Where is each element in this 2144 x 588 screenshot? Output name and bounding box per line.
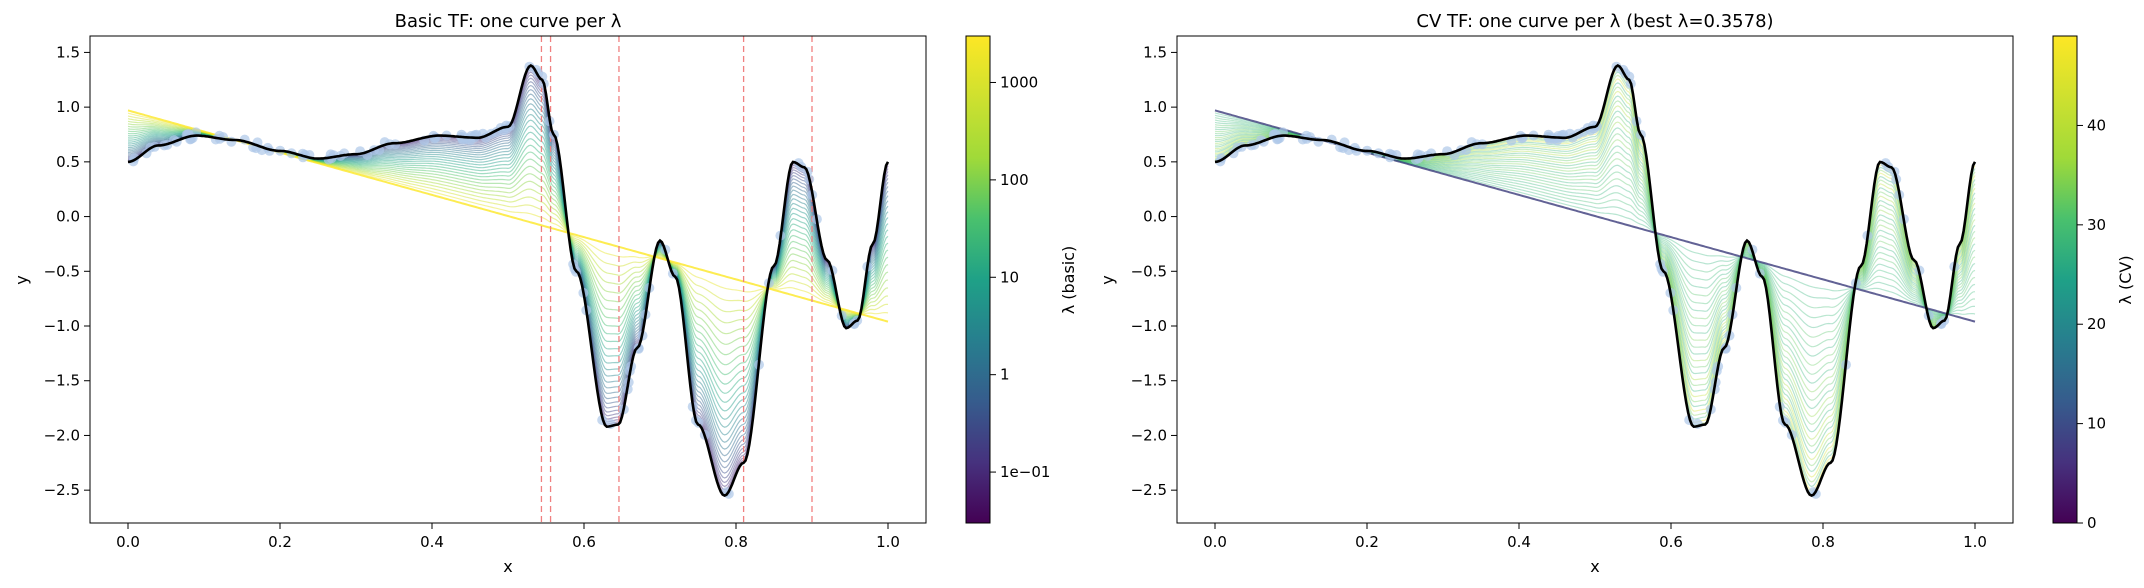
colorbar-tick-label: 20 [2087, 315, 2106, 333]
lambda-curve [1214, 131, 1976, 393]
lambda-curve [1214, 124, 1976, 338]
y-axis: 1.5 1.0 0.5 0.0 −0.5 −1.0 −1.5 −2.0 −2.5 [44, 43, 90, 499]
y-tick-label: −2.0 [1131, 426, 1167, 444]
x-axis: 0.0 0.2 0.4 0.6 0.8 1.0 [116, 523, 900, 551]
y-tick-label: 0.5 [56, 153, 80, 171]
x-tick-label: 0.0 [1203, 533, 1227, 551]
colorbar-tick-label: 1 [1000, 366, 1010, 384]
colorbar-ticks: 0 10 20 30 40 [2077, 116, 2106, 532]
y-tick-label: 1.0 [56, 98, 80, 116]
axes-frame [89, 35, 927, 524]
lambda-curve [127, 127, 889, 356]
x-tick-label: 0.6 [572, 533, 596, 551]
lambda-curve [127, 131, 889, 394]
y-tick-label: −2.5 [44, 481, 80, 499]
y-tick-label: 1.0 [1143, 98, 1167, 116]
best-fit-line [1214, 63, 1977, 498]
colorbar-tick-label: 10 [1000, 268, 1019, 286]
colorbar-gradient [2052, 35, 2078, 524]
y-tick-label: 0.0 [56, 208, 80, 226]
y-tick-label: −1.0 [44, 317, 80, 335]
y-axis-label: y [1098, 275, 1117, 284]
y-tick-label: −2.0 [44, 426, 80, 444]
colorbar-ticks: 1e−01 1 10 100 1000 [990, 73, 1050, 481]
colorbar-tick-label: 10 [2087, 415, 2106, 433]
x-tick-label: 0.4 [420, 533, 444, 551]
data-point [1517, 132, 1528, 143]
lambda-curve [1214, 126, 1976, 348]
colorbar-tick-label: 100 [1000, 171, 1029, 189]
lambda-curve [1214, 129, 1976, 375]
y-axis-label: y [12, 275, 31, 284]
y-tick-label: 0.5 [1143, 153, 1167, 171]
chart-title: CV TF: one curve per λ (best λ=0.3578) [1416, 11, 1773, 32]
y-tick-label: −2.5 [1131, 481, 1167, 499]
plot-area [1214, 61, 1977, 499]
y-tick-label: 1.5 [1143, 43, 1167, 61]
y-tick-label: −0.5 [44, 262, 80, 280]
colorbar-label: λ (CV) [2116, 255, 2135, 304]
best-fit-curve [1214, 63, 1977, 498]
colorbar-tick-label: 0 [2087, 514, 2097, 532]
x-tick-label: 0.8 [724, 533, 748, 551]
y-tick-label: 1.5 [56, 43, 80, 61]
x-tick-label: 0.4 [1507, 533, 1531, 551]
x-tick-label: 0.0 [116, 533, 140, 551]
best-fit-curve [127, 63, 890, 498]
colorbar-tick-label: 30 [2087, 216, 2106, 234]
data-point [430, 132, 441, 143]
panel-cv: CV TF: one curve per λ (best λ=0.3578) 0… [1098, 11, 2135, 576]
colorbar-tick-label: 1000 [1000, 73, 1038, 91]
y-tick-label: −1.5 [1131, 372, 1167, 390]
chart-title: Basic TF: one curve per λ [395, 11, 622, 32]
lambda-curve [127, 129, 889, 376]
x-tick-label: 1.0 [876, 533, 900, 551]
colorbar: 0 10 20 30 40 λ (CV) [2052, 35, 2135, 532]
plot-area [127, 36, 890, 523]
colorbar-tick-label: 1e−01 [1000, 463, 1050, 481]
colorbar-label: λ (basic) [1059, 246, 1078, 315]
x-tick-label: 0.8 [1811, 533, 1835, 551]
lambda-curve [1214, 128, 1976, 366]
y-tick-label: −1.5 [44, 372, 80, 390]
knot-lines [540, 36, 813, 523]
lambda-curve [127, 131, 889, 385]
colorbar-tick-label: 40 [2087, 116, 2106, 134]
lambda-curve [127, 125, 889, 345]
x-tick-label: 1.0 [1963, 533, 1987, 551]
y-tick-label: −0.5 [1131, 262, 1167, 280]
y-tick-label: 0.0 [1143, 208, 1167, 226]
x-axis-label: x [503, 557, 512, 576]
axes-frame [1176, 35, 2014, 524]
x-tick-label: 0.2 [268, 533, 292, 551]
y-axis: 1.5 1.0 0.5 0.0 −0.5 −1.0 −1.5 −2.0 −2.5 [1131, 43, 1177, 499]
x-axis: 0.0 0.2 0.4 0.6 0.8 1.0 [1203, 523, 1987, 551]
y-tick-label: −1.0 [1131, 317, 1167, 335]
x-tick-label: 0.6 [1659, 533, 1683, 551]
x-axis-label: x [1590, 557, 1599, 576]
colorbar: 1e−01 1 10 100 1000 λ (basic) [965, 35, 1078, 524]
lambda-curve [127, 123, 889, 335]
colorbar-gradient [965, 35, 991, 524]
x-tick-label: 0.2 [1355, 533, 1379, 551]
panel-basic: Basic TF: one curve per λ 0.0 0.2 0.4 0.6 0.… [12, 11, 1078, 576]
best-fit-line [127, 63, 890, 498]
